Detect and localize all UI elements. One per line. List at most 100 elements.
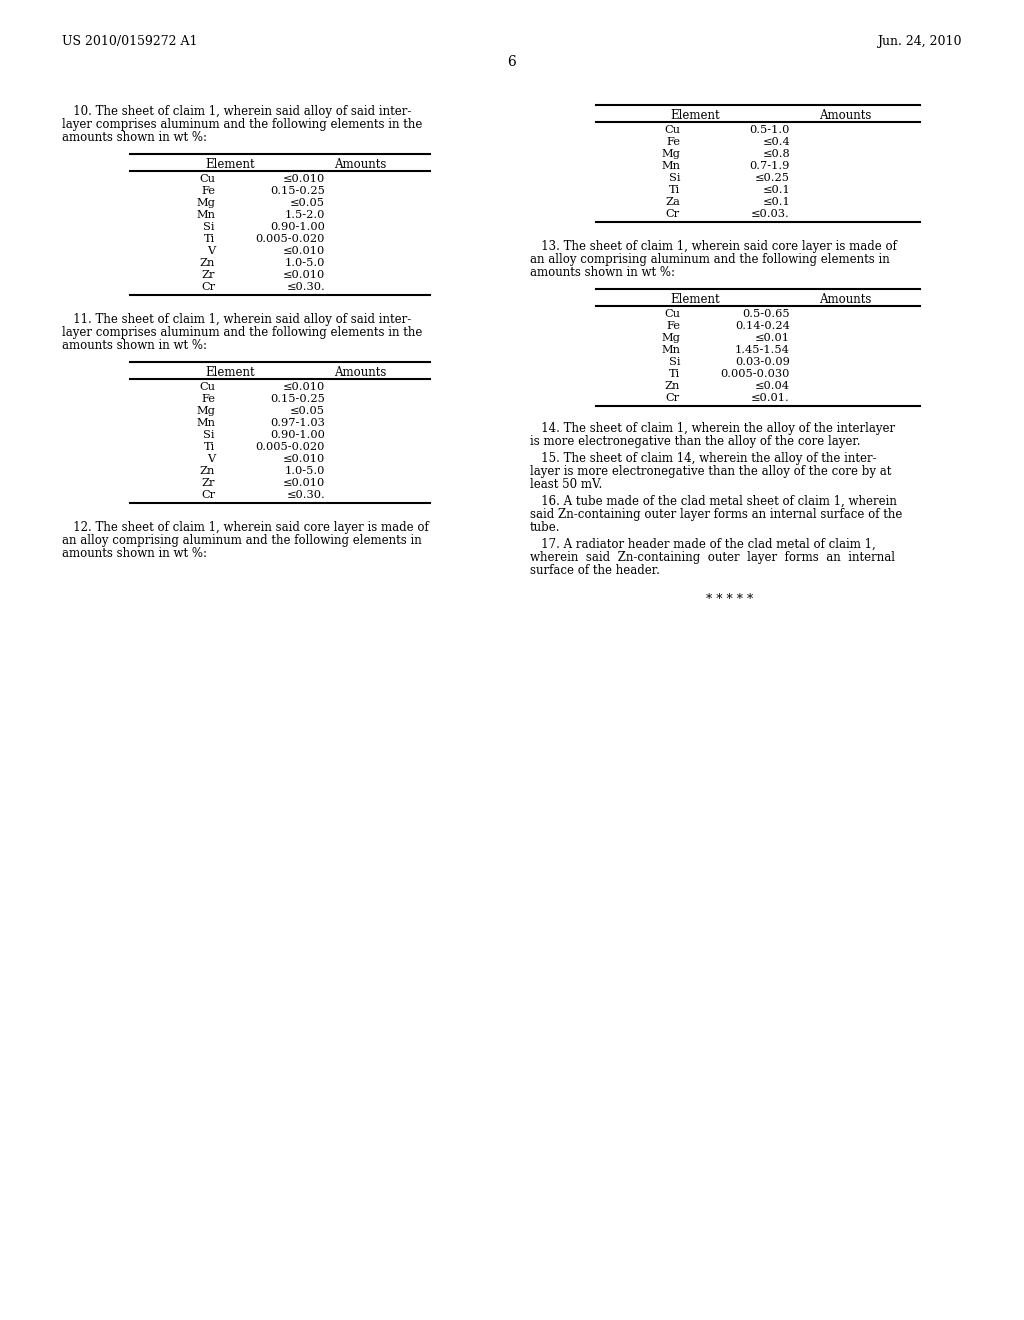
Text: 6: 6	[508, 55, 516, 69]
Text: ≤0.30.: ≤0.30.	[287, 282, 325, 292]
Text: amounts shown in wt %:: amounts shown in wt %:	[62, 339, 207, 352]
Text: Zn: Zn	[200, 466, 215, 477]
Text: Za: Za	[666, 197, 680, 207]
Text: Ti: Ti	[669, 370, 680, 379]
Text: 17. A radiator header made of the clad metal of claim 1,: 17. A radiator header made of the clad m…	[530, 539, 876, 550]
Text: 1.45-1.54: 1.45-1.54	[735, 345, 790, 355]
Text: ≤0.30.: ≤0.30.	[287, 490, 325, 500]
Text: Cr: Cr	[666, 393, 680, 403]
Text: 16. A tube made of the clad metal sheet of claim 1, wherein: 16. A tube made of the clad metal sheet …	[530, 495, 897, 508]
Text: ≤0.010: ≤0.010	[283, 381, 325, 392]
Text: Cu: Cu	[664, 125, 680, 135]
Text: 11. The sheet of claim 1, wherein said alloy of said inter-: 11. The sheet of claim 1, wherein said a…	[62, 313, 412, 326]
Text: 1.0-5.0: 1.0-5.0	[285, 257, 325, 268]
Text: ≤0.1: ≤0.1	[762, 197, 790, 207]
Text: Mg: Mg	[662, 149, 680, 158]
Text: 0.03-0.09: 0.03-0.09	[735, 356, 790, 367]
Text: Cu: Cu	[199, 174, 215, 183]
Text: Amounts: Amounts	[819, 293, 871, 306]
Text: ≤0.05: ≤0.05	[290, 198, 325, 209]
Text: 1.0-5.0: 1.0-5.0	[285, 466, 325, 477]
Text: V: V	[207, 246, 215, 256]
Text: 0.5-1.0: 0.5-1.0	[750, 125, 790, 135]
Text: Mn: Mn	[196, 418, 215, 428]
Text: 0.97-1.03: 0.97-1.03	[270, 418, 325, 428]
Text: Zn: Zn	[200, 257, 215, 268]
Text: Si: Si	[669, 173, 680, 183]
Text: Si: Si	[669, 356, 680, 367]
Text: Zr: Zr	[202, 271, 215, 280]
Text: Cr: Cr	[201, 282, 215, 292]
Text: amounts shown in wt %:: amounts shown in wt %:	[530, 267, 675, 279]
Text: Si: Si	[204, 222, 215, 232]
Text: Fe: Fe	[201, 393, 215, 404]
Text: Fe: Fe	[666, 137, 680, 147]
Text: Amounts: Amounts	[334, 366, 386, 379]
Text: Amounts: Amounts	[334, 158, 386, 172]
Text: ≤0.010: ≤0.010	[283, 174, 325, 183]
Text: Mn: Mn	[196, 210, 215, 220]
Text: ≤0.8: ≤0.8	[762, 149, 790, 158]
Text: 0.90-1.00: 0.90-1.00	[270, 430, 325, 440]
Text: surface of the header.: surface of the header.	[530, 564, 659, 577]
Text: 0.14-0.24: 0.14-0.24	[735, 321, 790, 331]
Text: Mg: Mg	[197, 407, 215, 416]
Text: ≤0.03.: ≤0.03.	[752, 209, 790, 219]
Text: Amounts: Amounts	[819, 110, 871, 121]
Text: amounts shown in wt %:: amounts shown in wt %:	[62, 546, 207, 560]
Text: 0.15-0.25: 0.15-0.25	[270, 186, 325, 195]
Text: Element: Element	[205, 366, 255, 379]
Text: 14. The sheet of claim 1, wherein the alloy of the interlayer: 14. The sheet of claim 1, wherein the al…	[530, 422, 895, 436]
Text: ≤0.01: ≤0.01	[755, 333, 790, 343]
Text: V: V	[207, 454, 215, 465]
Text: Mn: Mn	[662, 345, 680, 355]
Text: * * * * *: * * * * *	[707, 593, 754, 606]
Text: Mg: Mg	[662, 333, 680, 343]
Text: 0.005-0.020: 0.005-0.020	[256, 234, 325, 244]
Text: wherein  said  Zn-containing  outer  layer  forms  an  internal: wherein said Zn-containing outer layer f…	[530, 550, 895, 564]
Text: ≤0.010: ≤0.010	[283, 454, 325, 465]
Text: ≤0.1: ≤0.1	[762, 185, 790, 195]
Text: 0.5-0.65: 0.5-0.65	[742, 309, 790, 319]
Text: Element: Element	[670, 110, 720, 121]
Text: Cu: Cu	[199, 381, 215, 392]
Text: least 50 mV.: least 50 mV.	[530, 478, 602, 491]
Text: layer comprises aluminum and the following elements in the: layer comprises aluminum and the followi…	[62, 117, 422, 131]
Text: ≤0.01.: ≤0.01.	[752, 393, 790, 403]
Text: 10. The sheet of claim 1, wherein said alloy of said inter-: 10. The sheet of claim 1, wherein said a…	[62, 106, 412, 117]
Text: an alloy comprising aluminum and the following elements in: an alloy comprising aluminum and the fol…	[62, 535, 422, 546]
Text: ≤0.05: ≤0.05	[290, 407, 325, 416]
Text: 12. The sheet of claim 1, wherein said core layer is made of: 12. The sheet of claim 1, wherein said c…	[62, 521, 429, 535]
Text: Mg: Mg	[197, 198, 215, 209]
Text: ≤0.4: ≤0.4	[762, 137, 790, 147]
Text: US 2010/0159272 A1: US 2010/0159272 A1	[62, 36, 198, 48]
Text: said Zn-containing outer layer forms an internal surface of the: said Zn-containing outer layer forms an …	[530, 508, 902, 521]
Text: Cu: Cu	[664, 309, 680, 319]
Text: ≤0.010: ≤0.010	[283, 478, 325, 488]
Text: Fe: Fe	[666, 321, 680, 331]
Text: ≤0.010: ≤0.010	[283, 271, 325, 280]
Text: Zn: Zn	[665, 381, 680, 391]
Text: Ti: Ti	[204, 442, 215, 451]
Text: Cr: Cr	[201, 490, 215, 500]
Text: 13. The sheet of claim 1, wherein said core layer is made of: 13. The sheet of claim 1, wherein said c…	[530, 240, 897, 253]
Text: Ti: Ti	[669, 185, 680, 195]
Text: 1.5-2.0: 1.5-2.0	[285, 210, 325, 220]
Text: is more electronegative than the alloy of the core layer.: is more electronegative than the alloy o…	[530, 436, 860, 447]
Text: Cr: Cr	[666, 209, 680, 219]
Text: amounts shown in wt %:: amounts shown in wt %:	[62, 131, 207, 144]
Text: 0.7-1.9: 0.7-1.9	[750, 161, 790, 172]
Text: an alloy comprising aluminum and the following elements in: an alloy comprising aluminum and the fol…	[530, 253, 890, 267]
Text: 0.005-0.030: 0.005-0.030	[721, 370, 790, 379]
Text: 15. The sheet of claim 14, wherein the alloy of the inter-: 15. The sheet of claim 14, wherein the a…	[530, 451, 877, 465]
Text: Si: Si	[204, 430, 215, 440]
Text: Element: Element	[670, 293, 720, 306]
Text: layer comprises aluminum and the following elements in the: layer comprises aluminum and the followi…	[62, 326, 422, 339]
Text: Zr: Zr	[202, 478, 215, 488]
Text: 0.15-0.25: 0.15-0.25	[270, 393, 325, 404]
Text: ≤0.010: ≤0.010	[283, 246, 325, 256]
Text: ≤0.04: ≤0.04	[755, 381, 790, 391]
Text: Jun. 24, 2010: Jun. 24, 2010	[878, 36, 962, 48]
Text: layer is more electronegative than the alloy of the core by at: layer is more electronegative than the a…	[530, 465, 891, 478]
Text: Element: Element	[205, 158, 255, 172]
